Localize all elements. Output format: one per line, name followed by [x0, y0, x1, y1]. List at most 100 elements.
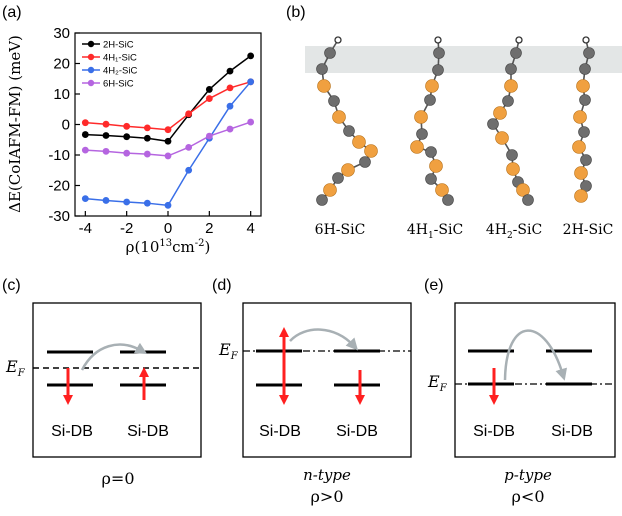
legend-marker — [87, 40, 95, 48]
x-axis-label: ρ(1013cm-2) — [126, 238, 211, 256]
silicon-atom — [416, 128, 428, 140]
carbon-atom — [341, 163, 355, 177]
structure-label-4h2: 4H2-SiC — [486, 222, 542, 241]
data-point — [185, 143, 193, 151]
data-point — [143, 199, 151, 207]
silicon-atom — [433, 47, 445, 59]
carbon-atom — [504, 79, 518, 93]
silicon-atom — [332, 172, 344, 184]
silicon-atom — [580, 154, 592, 166]
electron-hop-arrow-d — [289, 328, 359, 351]
electron-hop-arrow-e — [503, 329, 568, 381]
data-point — [226, 125, 234, 133]
silicon-atom — [316, 63, 328, 75]
data-point — [123, 133, 131, 141]
carbon-atom — [516, 183, 530, 197]
silicon-atom — [502, 95, 514, 107]
legend-label: 4H₂-SiC — [103, 66, 137, 77]
data-point — [123, 122, 131, 130]
carbon-atom — [573, 110, 587, 124]
doping-type-d: n-type — [303, 466, 351, 484]
data-point — [226, 67, 234, 75]
carbon-atom — [576, 79, 590, 93]
si-db-label-left-c: Si-DB — [51, 423, 93, 440]
si-db-label-right-e: Si-DB — [551, 423, 593, 440]
silicon-atom — [578, 126, 590, 138]
surface-band — [305, 46, 622, 73]
legend-marker — [87, 79, 95, 87]
data-point — [81, 146, 89, 154]
legend: 2H-SiC 4H₁-SiC 4H₂-SiC 6H-SiC — [82, 40, 137, 90]
si-db-label-left-d: Si-DB — [259, 423, 301, 440]
silicon-atom — [324, 47, 336, 59]
series-layer — [81, 52, 255, 209]
silicon-atom — [343, 125, 355, 137]
condition-d: ρ>0 — [311, 487, 344, 506]
y-axis-label: ΔE(CoIAFM-FM) (meV) — [6, 35, 24, 213]
silicon-atom — [432, 64, 444, 76]
legend-label: 6H-SiC — [103, 79, 134, 90]
data-point — [247, 78, 255, 86]
data-point — [205, 95, 213, 102]
hydrogen-atom — [582, 36, 590, 44]
data-point — [164, 152, 172, 160]
y-tick-label: 10 — [53, 86, 70, 103]
data-point — [123, 198, 131, 206]
data-point — [143, 150, 151, 158]
panel-label-d: (d) — [212, 277, 232, 294]
condition-e: ρ<0 — [512, 487, 545, 506]
carbon-atom — [435, 183, 449, 197]
data-point — [123, 149, 131, 157]
fermi-label-d: EF — [218, 340, 239, 362]
silicon-atom — [359, 156, 371, 168]
structure-label-6h: 6H-SiC — [315, 222, 366, 238]
silicon-atom — [425, 173, 437, 185]
data-point — [81, 119, 89, 127]
carbon-atom — [574, 189, 588, 203]
silicon-atom — [487, 118, 499, 130]
data-point — [81, 131, 89, 138]
data-point — [247, 118, 255, 126]
data-point — [164, 126, 172, 134]
panel-label-c: (c) — [2, 277, 21, 294]
data-point — [185, 166, 193, 174]
carbon-atom — [572, 140, 586, 154]
carbon-atom — [506, 162, 520, 176]
structure-label-2h: 2H-SiC — [563, 222, 614, 238]
y-tick-label: 20 — [53, 56, 70, 73]
data-point — [226, 102, 234, 110]
silicon-atom — [424, 94, 436, 106]
hydrogen-atom — [334, 36, 342, 44]
y-tick-label: 0 — [62, 117, 70, 134]
data-point — [143, 134, 151, 142]
carbon-atom — [364, 144, 378, 158]
hydrogen-atom — [434, 36, 442, 44]
silicon-atom — [506, 149, 518, 161]
silicon-atom — [442, 194, 454, 206]
data-point — [102, 197, 110, 204]
y-axis: -30 -20 -10 0 10 20 30 — [48, 25, 80, 225]
data-point — [247, 52, 255, 60]
data-point — [102, 132, 110, 139]
x-tick-label: -2 — [120, 220, 133, 237]
silicon-atom — [328, 95, 340, 107]
data-point — [164, 137, 172, 145]
carbon-atom — [495, 131, 509, 145]
silicon-atom — [316, 194, 328, 206]
carbon-atom — [317, 79, 331, 93]
y-tick-label: -20 — [48, 178, 70, 195]
data-point — [205, 132, 213, 140]
legend-marker — [87, 66, 95, 74]
y-tick-label: -10 — [48, 147, 70, 164]
diagram-frame-e — [454, 302, 616, 458]
carbon-atom — [323, 183, 337, 197]
si-db-label-right-d: Si-DB — [336, 423, 378, 440]
x-tick-label: 2 — [205, 220, 213, 237]
si-db-label-right-c: Si-DB — [127, 423, 169, 440]
y-tick-label: -30 — [48, 208, 70, 225]
x-tick-label: -4 — [79, 220, 92, 237]
y-tick-label: 30 — [53, 25, 70, 42]
panel-label-e: (e) — [424, 277, 444, 294]
silicon-atom — [583, 47, 595, 59]
